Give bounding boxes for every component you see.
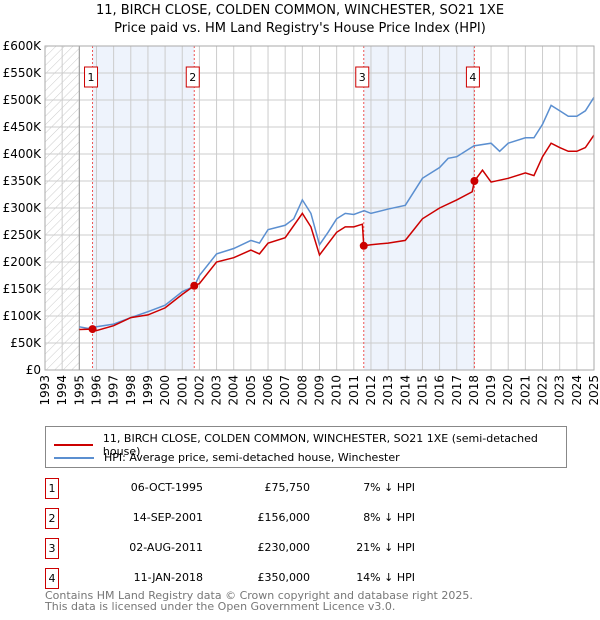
sale-row: 2 14-SEP-2001 £156,000 8% ↓ HPI [45, 508, 445, 529]
x-tick-label: 2013 [381, 375, 395, 406]
sale-marker-number: 2 [189, 71, 196, 84]
y-tick-label: £450K [3, 120, 43, 134]
sale-marker-label: 2 [45, 508, 59, 529]
x-tick-label: 1995 [72, 375, 86, 406]
x-tick-label: 2022 [536, 375, 550, 406]
x-tick-label: 2017 [450, 375, 464, 406]
legend-label-hpi: HPI: Average price, semi-detached house,… [104, 451, 400, 464]
x-tick-label: 2023 [553, 375, 567, 406]
x-tick-label: 2001 [175, 375, 189, 406]
price-chart: 1993 1994 1995 1996 1997 1998 1999 2000 2001 2002… [3, 39, 600, 406]
y-tick-label: £0 [26, 363, 41, 377]
sale-marker-number: 4 [469, 71, 476, 84]
sale-row: 4 11-JAN-2018 £350,000 14% ↓ HPI [45, 568, 445, 589]
plot-frame [44, 45, 595, 371]
x-tick-label: 1996 [89, 375, 103, 406]
x-tick-label: 2002 [192, 375, 206, 406]
x-tick-label: 2018 [467, 375, 481, 406]
sale-point [359, 241, 368, 250]
y-tick-label: £50K [10, 336, 42, 350]
x-tick-label: 2000 [158, 375, 172, 406]
x-tick-label: 2020 [501, 375, 515, 406]
y-tick-label: £250K [3, 228, 43, 242]
x-tick-label: 2010 [330, 375, 344, 406]
sale-marker-box [185, 66, 200, 88]
sale-date: 11-JAN-2018 [133, 571, 203, 584]
x-tick-label: 2006 [261, 375, 275, 406]
x-tick-label: 2003 [210, 375, 224, 406]
sale-hpi-diff: 21% ↓ HPI [356, 541, 415, 554]
sale-date: 14-SEP-2001 [132, 511, 203, 524]
sale-point [470, 177, 479, 185]
x-tick-label: 2024 [570, 375, 584, 406]
chart-subtitle: Price paid vs. HM Land Registry's House … [114, 21, 486, 36]
x-tick-label: 2007 [278, 375, 292, 406]
sale-row: 1 06-OCT-1995 £75,750 7% ↓ HPI [45, 478, 445, 499]
sale-price: £230,000 [257, 541, 311, 554]
property-price-line [79, 134, 595, 332]
legend: 11, BIRCH CLOSE, COLDEN COMMON, WINCHEST… [45, 426, 567, 468]
x-tick-label: 1993 [38, 375, 52, 406]
y-tick-label: £300K [3, 201, 43, 215]
sale-price: £156,000 [257, 511, 311, 524]
sale-row: 3 02-AUG-2011 £230,000 21% ↓ HPI [45, 538, 445, 559]
sale-hpi-diff: 8% ↓ HPI [363, 511, 415, 524]
sale-marker-label: 1 [45, 478, 59, 499]
footer-line-1: Contains HM Land Registry data © Crown c… [45, 589, 473, 602]
sale-price: £75,750 [264, 481, 311, 494]
sale-date: 02-AUG-2011 [129, 541, 203, 554]
sale-date: 06-OCT-1995 [130, 481, 203, 494]
footer-line-2: This data is licensed under the Open Gov… [45, 600, 396, 613]
x-tick-label: 2019 [484, 375, 498, 406]
x-tick-label: 2004 [227, 375, 241, 406]
sale-marker-number: 3 [359, 71, 366, 84]
sale-hpi-diff: 14% ↓ HPI [356, 571, 415, 584]
y-tick-label: £400K [3, 147, 43, 161]
y-tick-label: £150K [3, 282, 43, 296]
x-tick-label: 2008 [295, 375, 309, 406]
y-tick-label: £100K [3, 309, 43, 323]
y-tick-label: £600K [3, 39, 43, 53]
footer: Contains HM Land Registry data © Crown c… [45, 590, 473, 612]
x-tick-label: 2012 [364, 375, 378, 406]
x-tick-label: 2021 [518, 375, 532, 406]
legend-label-property: 11, BIRCH CLOSE, COLDEN COMMON, WINCHEST… [102, 432, 538, 458]
sale-marker-box [465, 66, 480, 88]
hpi-line [79, 96, 595, 330]
x-tick-label: 2009 [313, 375, 327, 406]
y-tick-label: £200K [3, 255, 43, 269]
sale-point [190, 281, 199, 290]
x-tick-label: 2015 [415, 375, 429, 406]
sale-price: £350,000 [257, 571, 311, 584]
legend-swatch-property [54, 444, 93, 446]
x-tick-label: 2014 [398, 375, 412, 406]
legend-swatch-hpi [54, 456, 94, 459]
y-tick-label: £350K [3, 174, 43, 188]
y-tick-label: £500K [3, 93, 43, 107]
sale-marker-box [84, 66, 99, 88]
x-tick-label: 2016 [433, 375, 447, 406]
sale-marker-label: 3 [45, 538, 59, 559]
sale-marker-box [355, 66, 370, 88]
y-tick-label: £550K [3, 66, 43, 80]
x-tick-label: 2025 [587, 375, 600, 406]
x-tick-label: 1999 [141, 375, 155, 406]
x-tick-label: 1994 [55, 375, 69, 406]
x-tick-label: 1997 [107, 375, 121, 406]
x-tick-label: 2005 [244, 375, 258, 406]
sale-marker-label: 4 [45, 568, 59, 589]
sale-point [88, 325, 97, 334]
x-tick-label: 1998 [124, 375, 138, 406]
sale-hpi-diff: 7% ↓ HPI [363, 481, 415, 494]
chart-title: 11, BIRCH CLOSE, COLDEN COMMON, WINCHEST… [95, 3, 505, 18]
x-tick-label: 2011 [347, 375, 361, 406]
sale-marker-number: 1 [88, 71, 95, 84]
